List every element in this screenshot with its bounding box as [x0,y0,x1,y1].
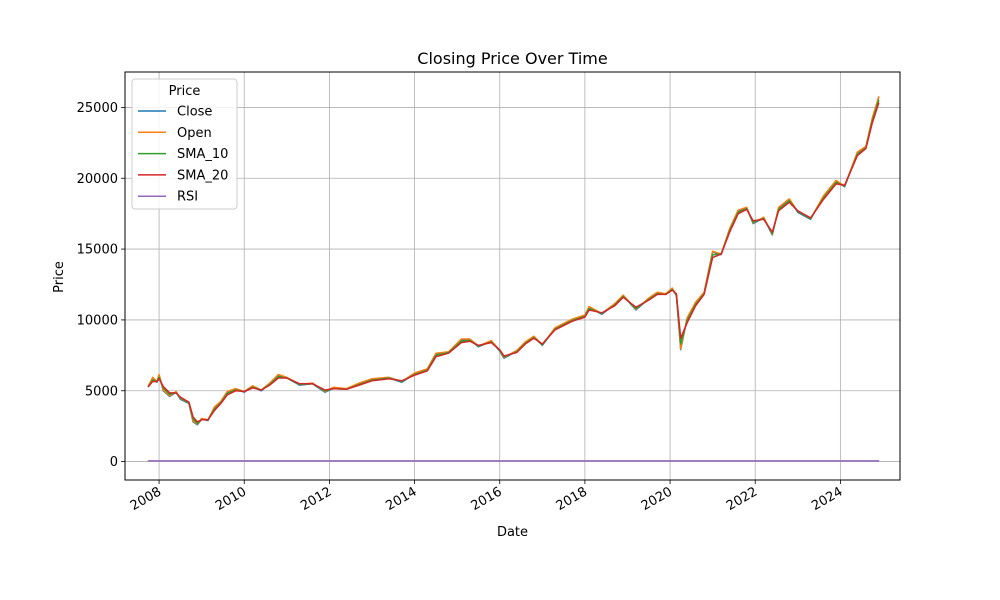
series-sma-20-line [147,102,880,423]
legend-label-open: Open [177,126,212,141]
legend-items: Close Open SMA_10 SMA_20 RSI [138,105,228,205]
plot-frame [124,71,901,481]
chart-title: Closing Price Over Time [417,49,607,68]
legend-label-close: Close [177,105,212,120]
y-axis-label: Price [52,261,67,293]
legend: Price Close Open SMA_10 SMA_20 RSI [131,78,238,210]
series-layer [147,96,880,462]
x-axis-label: Date [497,525,528,540]
y-tick-label: 25000 [77,101,118,116]
legend-title: Price [169,84,201,99]
legend-label-rsi: RSI [177,190,198,205]
y-tick-label: 0 [110,455,118,470]
y-tick-label: 5000 [85,384,118,399]
y-tick-label: 10000 [77,313,118,328]
legend-label-sma-10: SMA_10 [177,147,228,162]
y-axis-ticks: 0 5000 10000 15000 20000 25000 [77,101,125,470]
y-tick-label: 20000 [77,172,118,187]
y-tick-label: 15000 [77,243,118,258]
legend-label-sma-20: SMA_20 [177,168,228,183]
